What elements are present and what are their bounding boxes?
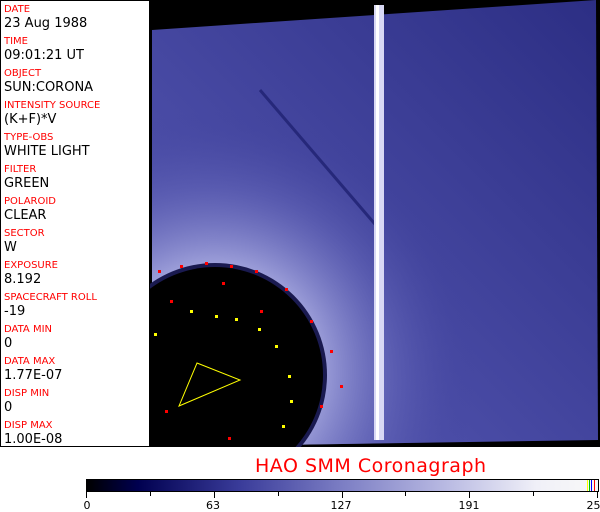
field-value: 8.192 bbox=[4, 272, 42, 287]
field-value: SUN:CORONA bbox=[4, 80, 94, 95]
metadata-panel: DATE 23 Aug 1988 TIME 09:01:21 UT OBJECT SUN:… bbox=[0, 0, 150, 447]
coronagraph-image bbox=[150, 0, 600, 447]
colorbar-tick bbox=[405, 492, 407, 496]
marker-dots bbox=[158, 262, 343, 440]
colorbar-tick bbox=[277, 492, 279, 496]
field-value: W bbox=[4, 240, 17, 255]
colorbar-tick bbox=[341, 492, 343, 498]
outline-marker bbox=[178, 362, 242, 407]
field-value: GREEN bbox=[4, 176, 50, 191]
marker-dots-yellow bbox=[154, 310, 293, 428]
field-label: TYPE-OBS bbox=[4, 132, 54, 143]
colorbar-tick-label: 191 bbox=[458, 499, 480, 512]
colorbar-tick bbox=[86, 492, 87, 498]
colorbar-tick bbox=[597, 492, 598, 498]
field-label: SPACECRAFT ROLL bbox=[4, 292, 97, 303]
field-value: 1.77E-07 bbox=[4, 368, 63, 383]
field-value: 23 Aug 1988 bbox=[4, 16, 88, 31]
colorbar-tick-label: 127 bbox=[330, 499, 352, 512]
field-label: DATA MAX bbox=[4, 356, 56, 367]
field-value: -19 bbox=[4, 304, 26, 319]
field-value: (K+F)*V bbox=[4, 112, 57, 127]
field-label: DATA MIN bbox=[4, 324, 52, 335]
instrument-title: HAO SMM Coronagraph bbox=[255, 455, 487, 477]
colorbar-tick bbox=[469, 492, 471, 498]
field-label: EXPOSURE bbox=[4, 260, 59, 271]
field-value: 0 bbox=[4, 336, 13, 351]
colorbar-tick-label: 63 bbox=[206, 499, 220, 512]
field-value: 09:01:21 UT bbox=[4, 48, 84, 63]
colorbar-tick bbox=[533, 492, 535, 496]
field-label: DISP MAX bbox=[4, 420, 53, 431]
field-value: WHITE LIGHT bbox=[4, 144, 90, 159]
field-value: 0 bbox=[4, 400, 13, 415]
field-value: CLEAR bbox=[4, 208, 47, 223]
field-label: OBJECT bbox=[4, 68, 42, 79]
field-label: TIME bbox=[4, 36, 29, 47]
field-label: DISP MIN bbox=[4, 388, 50, 399]
colorbar-tick bbox=[149, 492, 151, 496]
field-label: DATE bbox=[4, 4, 31, 15]
field-value: 1.00E-08 bbox=[4, 432, 63, 447]
colorbar bbox=[86, 479, 599, 492]
field-label: FILTER bbox=[4, 164, 37, 175]
colorbar-tick-label: 0 bbox=[83, 499, 91, 512]
colorbar-tick-label: 255 bbox=[586, 499, 600, 512]
colorbar-tick bbox=[213, 492, 215, 498]
field-label: POLAROID bbox=[4, 196, 57, 207]
field-label: INTENSITY SOURCE bbox=[4, 100, 101, 111]
field-label: SECTOR bbox=[4, 228, 45, 239]
